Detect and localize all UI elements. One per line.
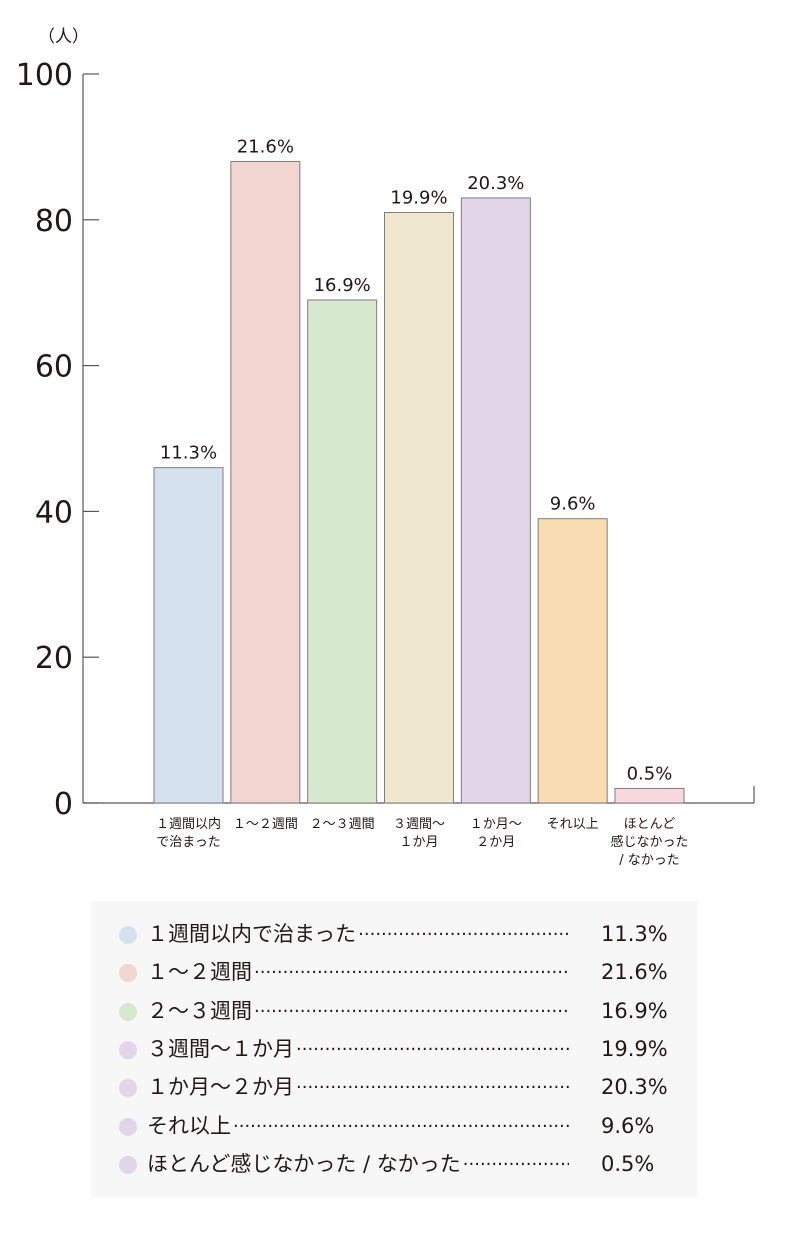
legend-item: それ以上 9.6% ································…: [91, 1111, 697, 1141]
x-category-label: / なかった: [619, 853, 680, 868]
x-category-label: 感じなかった: [610, 834, 688, 850]
bar: [230, 160, 301, 804]
x-category-label: ２～３週間: [310, 817, 375, 832]
x-category-label: １週間以内: [156, 816, 221, 832]
legend-percent: 0.5%: [601, 1151, 655, 1176]
x-axis-category-labels: １週間以内で治まった １～２週間 ２～３週間 ３週間～ １か月 １か月～ ２か月 それ以上 ほと…: [156, 816, 688, 868]
y-tick-label: 0: [54, 787, 73, 822]
bar-value-label: 19.9%: [390, 188, 447, 209]
legend-percent: 21.6%: [601, 960, 668, 985]
y-tick-label: 100: [16, 58, 73, 93]
bar-value-label: 16.9%: [314, 275, 371, 296]
legend-label: １か月～２か月: [147, 1075, 294, 1100]
legend-dot-leader: ········································…: [462, 1153, 569, 1175]
legend-dot-leader: ········································…: [233, 1115, 569, 1137]
legend-label: ２～３週間: [147, 998, 252, 1023]
x-category-label: １か月～: [470, 817, 522, 832]
bar-value-label: 11.3%: [160, 443, 217, 464]
legend-percent: 16.9%: [601, 998, 668, 1023]
y-axis-unit-label: （人）: [38, 27, 89, 47]
bar-value-label: 0.5%: [627, 763, 673, 784]
bar: [460, 197, 531, 804]
bar: [153, 467, 224, 804]
legend: １週間以内で治まった 11.3% ·························…: [91, 901, 697, 1197]
bar: [307, 299, 378, 804]
legend-label: それ以上: [147, 1113, 231, 1138]
legend-dot-leader: ········································…: [254, 962, 569, 984]
legend-dot-leader: ········································…: [254, 1000, 569, 1022]
bars: [153, 160, 685, 804]
bar-chart: （人） 0 20 40 60 80 100 11.3% 21.6% 16.9% 19.9% 20.…: [16, 27, 755, 868]
legend-item: ２～３週間 16.9% ······························…: [91, 996, 697, 1026]
x-category-label: ３週間～: [393, 817, 445, 832]
x-category-label: １か月: [399, 835, 438, 850]
bar: [614, 787, 685, 804]
legend-item: １～２週間 21.6% ······························…: [91, 957, 697, 987]
legend-percent: 19.9%: [601, 1036, 668, 1061]
legend-dot-leader: ········································…: [296, 1038, 569, 1060]
legend-color-dot: [119, 1117, 137, 1136]
legend-color-dot: [119, 1002, 137, 1021]
legend-label: １～２週間: [147, 960, 252, 985]
legend-color-dot: [119, 926, 137, 944]
x-category-label: ほとんど: [624, 817, 676, 832]
x-category-label: それ以上: [547, 817, 599, 832]
legend-item: １週間以内で治まった 11.3% ·························…: [91, 919, 697, 949]
bar: [383, 212, 454, 804]
legend-item: ほとんど感じなかった / なかった 0.5% ···················…: [91, 1149, 697, 1179]
bar-value-label: 21.6%: [237, 136, 294, 157]
legend-percent: 9.6%: [601, 1113, 655, 1138]
bar-value-label: 9.6%: [550, 494, 596, 515]
legend-dot-leader: ········································…: [358, 924, 569, 945]
bar-data-labels: 11.3% 21.6% 16.9% 19.9% 20.3% 9.6% 0.5%: [160, 136, 672, 784]
y-tick-label: 40: [35, 495, 73, 530]
bar-value-label: 20.3%: [467, 173, 524, 194]
legend-percent: 11.3%: [601, 922, 668, 946]
y-tick-label: 80: [35, 204, 73, 239]
legend-dot-leader: ········································…: [296, 1077, 569, 1099]
legend-percent: 20.3%: [601, 1075, 668, 1100]
legend-label: １週間以内で治まった: [147, 922, 357, 946]
legend-label: ３週間～１か月: [147, 1036, 294, 1061]
legend-item: １か月～２か月 20.3% ····························…: [91, 1072, 697, 1102]
legend-color-dot: [119, 1155, 137, 1174]
y-tick-label: 20: [35, 641, 73, 676]
legend-item: ３週間～１か月 19.9% ····························…: [91, 1034, 697, 1064]
y-tick-label: 60: [35, 350, 73, 385]
legend-color-dot: [119, 964, 137, 983]
x-category-label: １～２週間: [233, 817, 298, 832]
legend-color-dot: [119, 1079, 137, 1098]
legend-color-dot: [119, 1040, 137, 1059]
bar: [537, 518, 608, 804]
legend-label: ほとんど感じなかった / なかった: [147, 1151, 461, 1176]
x-category-label: ２か月: [476, 835, 515, 850]
y-axis-ticks: 0 20 40 60 80 100: [16, 58, 99, 822]
x-category-label: で治まった: [156, 835, 220, 850]
